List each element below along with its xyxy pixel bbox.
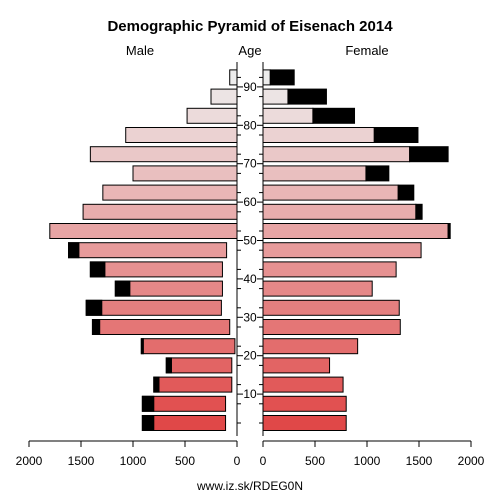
- x-tick-label: 2000: [458, 454, 485, 468]
- x-tick-label: 500: [305, 454, 325, 468]
- male-foreign-bar-35-39: [114, 280, 131, 297]
- male-bar-15-19: [165, 357, 233, 374]
- age-tick-label: 10: [243, 387, 257, 401]
- age-tick-label: 50: [243, 234, 257, 248]
- x-tick-label: 2000: [16, 454, 43, 468]
- male-foreign-bar-45-49: [68, 242, 80, 259]
- female-foreign-bar-55-59: [415, 203, 423, 220]
- male-bar-70-74: [89, 146, 238, 163]
- age-tick-label: 70: [243, 157, 257, 171]
- male-foreign-bar-20-24: [140, 338, 144, 355]
- female-bar-50-54: [262, 223, 449, 239]
- male-foreign-bar-30-34: [85, 299, 103, 316]
- male-foreign-bar-40-44: [89, 261, 106, 278]
- x-tick-label: 0: [234, 454, 241, 468]
- male-bar-75-79: [125, 127, 238, 143]
- x-tick-label: 1500: [68, 454, 95, 468]
- male-bar-30-34: [85, 299, 222, 316]
- male-bar-85-89: [210, 88, 238, 105]
- male-bar-55-59: [82, 203, 238, 220]
- female-bar-60-64: [262, 184, 399, 201]
- male-foreign-bar-15-19: [165, 357, 172, 374]
- female-bar-40-44: [262, 261, 397, 278]
- age-label: Age: [238, 43, 261, 58]
- male-bar-0-4: [141, 415, 227, 431]
- female-bar-70-74: [262, 146, 411, 163]
- age-tick-label: 80: [243, 118, 257, 132]
- x-tick-label: 0: [260, 454, 267, 468]
- female-foreign-bar-75-79: [373, 127, 419, 143]
- female-bar-75-79: [262, 127, 375, 143]
- female-bar-10-14: [262, 376, 344, 393]
- male-bar-65-69: [132, 165, 238, 182]
- x-tick-label: 500: [175, 454, 195, 468]
- female-bar-65-69: [262, 165, 367, 182]
- female-bar-55-59: [262, 203, 417, 220]
- female-label: Female: [345, 43, 388, 58]
- female-bar-5-9: [262, 395, 347, 412]
- male-bar-90+: [229, 69, 238, 86]
- age-tick-label: 60: [243, 195, 257, 209]
- female-foreign-bar-50-54: [447, 223, 451, 239]
- male-foreign-bar-5-9: [141, 395, 155, 412]
- male-bar-25-29: [91, 319, 231, 335]
- male-bar-60-64: [102, 184, 238, 201]
- age-tick-label: 20: [243, 349, 257, 363]
- age-tick-label: 30: [243, 310, 257, 324]
- male-bar-10-14: [153, 376, 233, 393]
- female-bars: [262, 69, 451, 431]
- chart-title: Demographic Pyramid of Eisenach 2014: [107, 18, 393, 35]
- male-foreign-bar-10-14: [153, 376, 160, 393]
- male-bar-80-84: [186, 107, 238, 124]
- female-foreign-bar-80-84: [312, 107, 356, 124]
- male-bar-40-44: [89, 261, 223, 278]
- female-bar-80-84: [262, 107, 314, 124]
- female-bar-20-24: [262, 338, 359, 355]
- male-bar-45-49: [68, 242, 228, 259]
- male-foreign-bar-0-4: [141, 415, 155, 431]
- female-foreign-bar-70-74: [409, 146, 449, 163]
- female-bar-30-34: [262, 299, 400, 316]
- female-bar-25-29: [262, 319, 401, 335]
- female-bar-35-39: [262, 280, 373, 297]
- female-bar-0-4: [262, 415, 347, 431]
- female-foreign-bar-60-64: [397, 184, 415, 201]
- age-axis: 10 20 30 40 50 60 70 80 90: [237, 76, 263, 424]
- female-foreign-bar-90+: [269, 69, 295, 86]
- male-label: Male: [126, 43, 154, 58]
- age-tick-label: 90: [243, 80, 257, 94]
- female-bar-85-89: [262, 88, 289, 105]
- male-bars: [49, 69, 238, 431]
- male-bar-35-39: [114, 280, 223, 297]
- source-label: www.iz.sk/RDEG0N: [196, 479, 303, 493]
- female-bar-45-49: [262, 242, 422, 259]
- male-bar-20-24: [140, 338, 236, 355]
- male-foreign-bar-25-29: [91, 319, 101, 335]
- x-tick-label: 1000: [354, 454, 381, 468]
- male-bar-5-9: [141, 395, 227, 412]
- male-bar-50-54: [49, 223, 238, 239]
- x-axis: 2000 1500 1000 500 0 0 500 1000 1500 2000: [16, 62, 485, 468]
- female-foreign-bar-85-89: [287, 88, 327, 105]
- female-bar-15-19: [262, 357, 331, 374]
- female-foreign-bar-65-69: [365, 165, 390, 182]
- x-tick-label: 1000: [120, 454, 147, 468]
- x-tick-label: 1500: [406, 454, 433, 468]
- age-tick-label: 40: [243, 272, 257, 286]
- female-bar-90+: [262, 69, 271, 86]
